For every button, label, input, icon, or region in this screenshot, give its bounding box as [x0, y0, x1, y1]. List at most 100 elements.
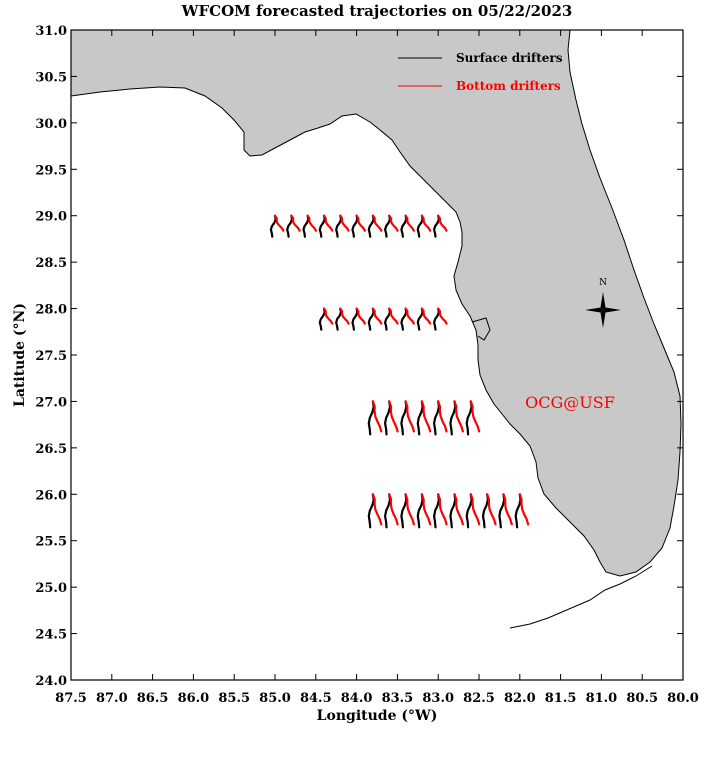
ocg-usf-credit: OCG@USF	[525, 393, 615, 412]
x-tick-label: 86.5	[137, 691, 169, 706]
y-tick-label: 29.0	[35, 210, 67, 225]
x-tick-label: 81.0	[586, 691, 618, 706]
bottom-drifter-track	[420, 214, 432, 232]
chart-title: WFCOM forecasted trajectories on 05/22/2…	[181, 2, 573, 20]
surface-drifter-track	[400, 493, 408, 529]
surface-drifter-track	[400, 307, 408, 331]
x-tick-label: 85.0	[259, 691, 291, 706]
bottom-drifter-track	[502, 493, 513, 526]
surface-drifter-track	[449, 493, 457, 529]
surface-drifter-track	[400, 400, 408, 436]
bottom-drifter-track	[404, 400, 415, 433]
y-tick-label: 27.0	[35, 395, 67, 410]
x-tick-label: 80.0	[667, 691, 699, 706]
bottom-drifter-track	[371, 307, 383, 325]
surface-drifter-track	[432, 400, 441, 436]
bottom-drifter-track	[355, 307, 366, 325]
bottom-drifter-track	[518, 493, 530, 526]
bottom-drifter-track	[453, 493, 464, 526]
bottom-drifter-track	[306, 214, 318, 232]
bottom-drifter-track	[453, 400, 464, 433]
surface-drifter-track	[416, 307, 424, 331]
bottom-drifter-track	[437, 214, 448, 232]
bottom-drifter-track	[322, 307, 334, 325]
bottom-drifter-track	[437, 493, 448, 526]
x-tick-label: 84.5	[300, 691, 332, 706]
bottom-drifter-track	[388, 307, 399, 325]
x-tick-label: 87.5	[55, 691, 87, 706]
y-tick-label: 28.5	[35, 256, 67, 271]
surface-drifter-track	[318, 214, 326, 238]
bottom-drifter-track	[339, 214, 350, 232]
surface-drifter-track	[383, 214, 392, 238]
surface-drifter-track	[465, 493, 473, 529]
surface-drifter-track	[286, 214, 294, 238]
surface-drifter-track	[432, 214, 441, 238]
surface-drifter-track	[416, 493, 424, 529]
y-axis-label: Latitude (°N)	[12, 303, 28, 407]
bottom-drifter-track	[388, 493, 399, 526]
surface-drifter-track	[416, 400, 424, 436]
bottom-drifter-track	[290, 214, 301, 232]
surface-drifter-track	[465, 400, 473, 436]
y-tick-label: 26.5	[35, 442, 67, 457]
bottom-drifter-track	[437, 400, 448, 433]
bottom-drifter-track	[371, 493, 383, 526]
x-tick-label: 82.5	[463, 691, 495, 706]
x-tick-label: 82.0	[504, 691, 536, 706]
compass-north-label: N	[599, 278, 607, 288]
x-tick-label: 80.5	[626, 691, 658, 706]
surface-drifter-track	[400, 214, 408, 238]
surface-drifter-track	[351, 214, 359, 238]
surface-drifter-track	[351, 307, 359, 331]
surface-drifter-track	[498, 493, 506, 529]
y-tick-label: 30.0	[35, 117, 67, 132]
bottom-drifter-track	[404, 307, 415, 325]
x-tick-label: 86.0	[178, 691, 210, 706]
x-tick-label: 83.5	[382, 691, 414, 706]
bottom-drifter-track	[339, 307, 350, 325]
x-tick-label: 85.5	[218, 691, 250, 706]
bottom-drifter-track	[420, 493, 432, 526]
y-tick-label: 29.5	[35, 163, 67, 178]
bottom-drifter-track	[371, 214, 383, 232]
surface-drifter-track	[318, 307, 326, 331]
surface-drifter-track	[367, 214, 375, 238]
bottom-drifter-track	[469, 400, 481, 433]
surface-drifter-track	[302, 214, 310, 238]
surface-drifter-track	[383, 307, 392, 331]
surface-drifter-track	[432, 493, 441, 529]
bottom-drifter-track	[371, 400, 383, 433]
bottom-drifter-track	[404, 214, 415, 232]
x-axis-label: Longitude (°W)	[317, 708, 438, 724]
florida-land	[71, 30, 682, 577]
y-tick-label: 24.0	[35, 674, 67, 689]
surface-drifter-track	[269, 214, 277, 238]
legend: Surface drifters Bottom drifters	[398, 51, 563, 93]
surface-drifter-track	[449, 400, 457, 436]
y-tick-label: 31.0	[35, 24, 67, 39]
bottom-drifter-track	[388, 400, 399, 433]
y-tick-label: 25.0	[35, 581, 67, 596]
y-tick-label: 24.5	[35, 628, 67, 643]
surface-drifter-track	[481, 493, 490, 529]
bottom-drifter-track	[420, 307, 432, 325]
bottom-drifter-track	[469, 493, 481, 526]
bottom-drifter-track	[273, 214, 285, 232]
surface-drifter-track	[416, 214, 424, 238]
y-tick-label: 27.5	[35, 349, 67, 364]
keys-coastline	[509, 565, 653, 629]
bottom-drifter-track	[437, 307, 448, 325]
surface-drifter-track	[383, 493, 392, 529]
y-tick-label: 28.0	[35, 303, 67, 318]
bottom-drifter-track	[355, 214, 366, 232]
bottom-drifter-track	[322, 214, 334, 232]
x-tick-label: 83.0	[422, 691, 454, 706]
surface-drifter-track	[367, 493, 375, 529]
x-tick-label: 87.0	[96, 691, 128, 706]
x-axis-ticks: 87.5 87.0 86.5 86.0 85.5 85.0 84.5 84.0 83.5 83.0…	[55, 30, 699, 706]
bottom-drifter-track	[420, 400, 432, 433]
compass-rose: N	[585, 278, 621, 328]
surface-drifter-track	[367, 307, 375, 331]
